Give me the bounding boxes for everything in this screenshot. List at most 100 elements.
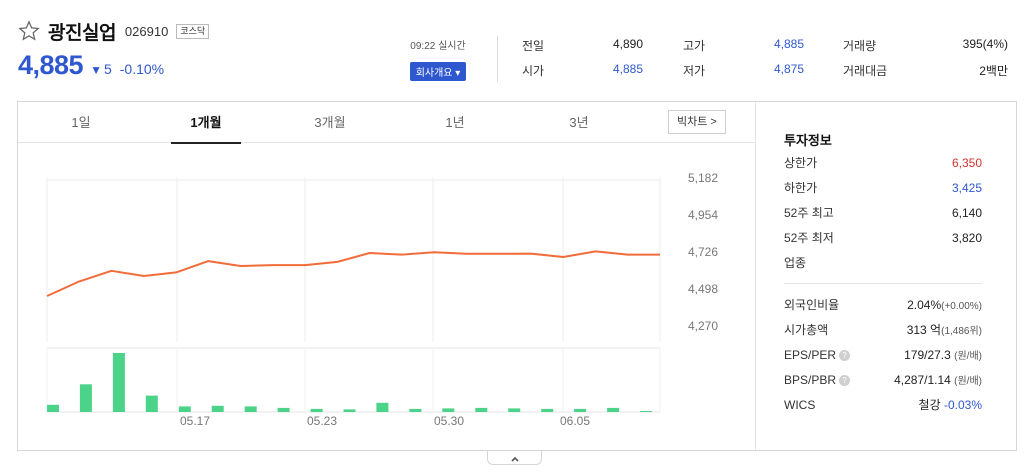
collapse-button[interactable] <box>487 451 542 465</box>
y-tick-label: 4,726 <box>688 245 718 259</box>
volume-bar <box>79 384 92 412</box>
help-icon[interactable]: ? <box>839 375 851 386</box>
stock-name: 광진실업 <box>48 22 116 44</box>
volume-bar <box>112 353 125 412</box>
quote-label: 거래량 <box>843 39 877 53</box>
tab-1year[interactable]: 1년 <box>445 115 465 130</box>
quote-label: 거래대금 <box>843 64 888 78</box>
investment-info: 투자정보 상한가 6,350 하한가 3,425 52주 최고 6,140 52… <box>784 130 982 421</box>
tab-3year[interactable]: 3년 <box>569 115 589 130</box>
info-label: 업종 <box>784 256 807 270</box>
info-main-value: 179/27.3 <box>904 348 951 362</box>
stock-code: 026910 <box>124 23 169 39</box>
info-value: 6,140 <box>951 206 982 220</box>
big-chart-button[interactable]: 빅차트 > <box>668 110 726 134</box>
price-line <box>46 250 660 297</box>
info-row-eps-per: EPS/PER? 179/27.3 (원/배) <box>784 346 982 371</box>
info-row-upper-limit: 상한가 6,350 <box>784 154 982 179</box>
info-sub-value: -0.03% <box>943 398 982 412</box>
info-value: 179/27.3 (원/배) <box>904 346 982 366</box>
volume-bar <box>508 408 521 412</box>
info-sub-value: (원/배) <box>954 351 982 362</box>
info-label: 52주 최고 <box>784 206 834 220</box>
info-value: 3,425 <box>951 181 982 195</box>
tab-1month[interactable]: 1개월 <box>171 102 241 144</box>
info-label-text: BPS/PBR <box>784 373 837 387</box>
quote-col-3: 거래량 395(4%) 거래대금 2백만 <box>843 37 1008 87</box>
price-change: 5 <box>103 61 112 77</box>
info-label: 52주 최저 <box>784 231 834 245</box>
chevron-up-icon <box>510 456 519 462</box>
info-label: WICS <box>784 398 816 412</box>
volume-bar <box>475 407 488 412</box>
info-row-lower-limit: 하한가 3,425 <box>784 179 982 204</box>
volume-bar <box>178 406 191 412</box>
info-label: 시가총액 <box>784 323 829 337</box>
volume-bar <box>310 408 323 412</box>
y-tick-label: 4,954 <box>688 208 718 222</box>
volume-bar <box>211 405 224 412</box>
info-main-value: 4,287/1.14 <box>894 373 951 387</box>
price-change-rate: -0.10% <box>119 61 165 77</box>
info-main-value: 313 억 <box>906 323 942 337</box>
info-value: 313 억(1,486위) <box>907 321 982 341</box>
quote-value: 4,885 <box>612 62 643 76</box>
info-row-market-cap: 시가총액 313 억(1,486위) <box>784 321 982 346</box>
chart-panel: 1일 1개월 3개월 1년 3년 빅차트 > 5,182 4,954 4,726 4,… <box>17 101 1017 451</box>
quote-value: 2백만 <box>979 64 1008 78</box>
x-tick-label: 06.05 <box>560 414 590 428</box>
info-label: EPS/PER? <box>784 348 851 362</box>
volume-bar <box>640 411 652 412</box>
star-icon[interactable] <box>18 20 40 42</box>
info-row-52w-low: 52주 최저 3,820 <box>784 229 982 254</box>
tab-1day[interactable]: 1일 <box>71 115 91 130</box>
info-row-52w-high: 52주 최고 6,140 <box>784 204 982 229</box>
info-label: 상한가 <box>784 156 818 170</box>
quote-value: 4,875 <box>773 62 804 76</box>
info-row-bps-pbr: BPS/PBR? 4,287/1.14 (원/배) <box>784 371 982 396</box>
y-tick-label: 5,182 <box>688 171 718 185</box>
volume-bar <box>145 395 158 412</box>
volume-bar <box>409 408 422 412</box>
info-sub-value: (원/배) <box>954 376 982 387</box>
help-icon[interactable]: ? <box>839 350 851 361</box>
info-main-value: 철강 <box>918 398 941 412</box>
x-tick-label: 05.23 <box>307 414 337 428</box>
info-sub-value: (1,486위) <box>941 326 982 337</box>
volume-bar <box>541 408 554 412</box>
info-label: 하한가 <box>784 181 818 195</box>
panel-divider <box>755 102 756 450</box>
market-badge: 코스닥 <box>176 23 210 39</box>
info-value: 4,287/1.14 (원/배) <box>894 371 982 391</box>
company-overview-button[interactable]: 회사개요 ▾ <box>409 62 467 81</box>
info-row-wics: WICS 철강 -0.03% <box>784 396 982 421</box>
info-sub-value: (+0.00%) <box>941 301 982 312</box>
time-box: 09:22 실시간 회사개요 ▾ <box>404 37 472 81</box>
info-main-value: 2.04% <box>907 298 942 312</box>
realtime-label: 09:22 실시간 <box>410 41 466 52</box>
current-price: 4,885 <box>18 50 84 80</box>
volume-bar <box>574 408 587 412</box>
quote-value: 4,890 <box>612 37 643 51</box>
info-value: 6,350 <box>951 156 982 170</box>
y-tick-label: 4,270 <box>688 319 718 333</box>
quote-label: 저가 <box>683 64 706 78</box>
quote-value: 395(4%) <box>962 37 1008 51</box>
stock-header: 광진실업 026910 코스닥 4,885 ▼ 5 -0.10% <box>18 18 210 81</box>
header-divider <box>497 36 498 82</box>
price-chart: 5,182 4,954 4,726 4,498 4,270 05.17 05.23 05.30… <box>46 171 718 428</box>
tab-3month[interactable]: 3개월 <box>314 115 346 130</box>
info-row-industry: 업종 <box>784 254 982 279</box>
down-arrow-icon: ▼ <box>90 63 102 77</box>
y-tick-label: 4,498 <box>688 282 718 296</box>
quote-col-2: 고가 4,885 저가 4,875 <box>683 37 804 87</box>
info-row-foreign-ratio: 외국인비율 2.04%(+0.00%) <box>784 296 982 321</box>
volume-bar <box>277 407 290 412</box>
quote-value: 4,885 <box>773 37 804 51</box>
quote-label: 전일 <box>522 39 545 53</box>
volume-bar <box>607 407 620 412</box>
period-tabs: 1일 1개월 3개월 1년 3년 빅차트 > <box>18 102 755 144</box>
info-divider <box>784 283 982 284</box>
quote-col-1: 전일 4,890 시가 4,885 <box>522 37 643 87</box>
quote-label: 시가 <box>522 64 545 78</box>
